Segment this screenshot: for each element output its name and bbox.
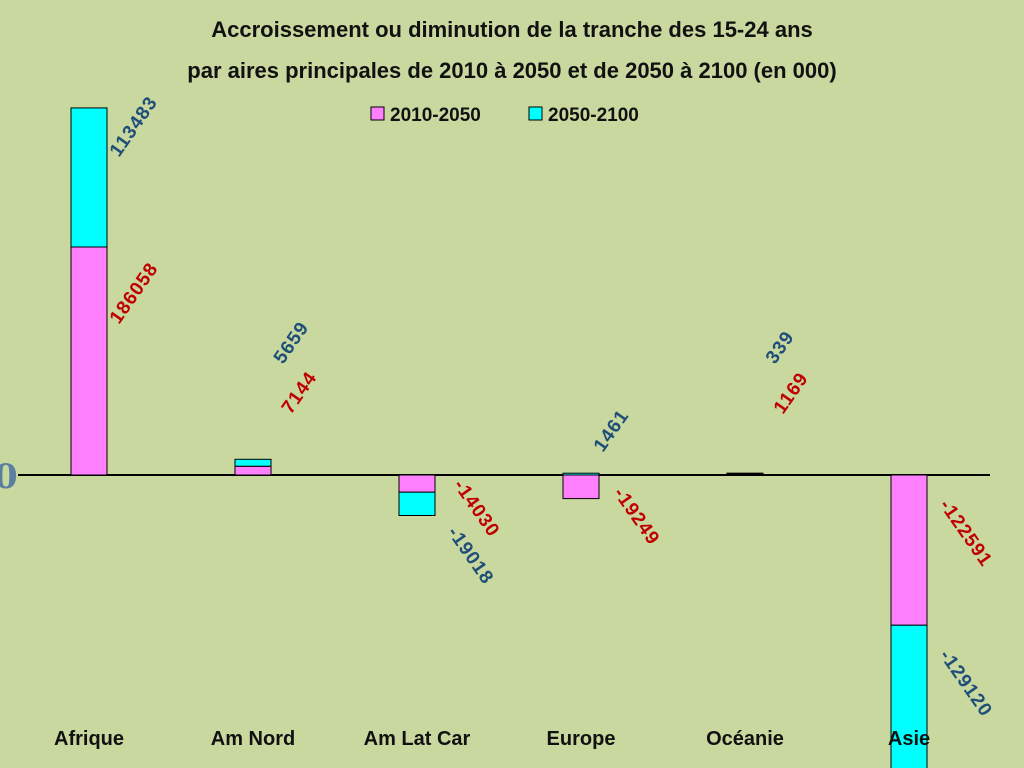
category-label-0: Afrique [54,728,124,750]
category-label-5: Asie [888,728,930,750]
data-label-s2-0: 113483 [106,93,162,161]
bar-1-3 [562,474,600,500]
legend: 2010-2050 2050-2100 [370,105,639,126]
legend-item-s1: 2010-2050 [370,105,481,126]
data-label-s2-3: 1461 [590,406,634,456]
data-label-s2-1: 5659 [270,318,314,368]
bar-2-4 [726,472,764,475]
legend-swatch-s2 [528,106,543,121]
legend-item-s2: 2050-2100 [528,105,639,126]
category-label-4: Océanie [706,728,784,750]
chart-title-line1: Accroissement ou diminution de la tranch… [211,17,813,42]
bar-2-2 [398,491,436,516]
data-label-s1-1: 7144 [278,368,322,418]
bar-1-2 [398,474,436,493]
bar-1-1 [234,465,272,476]
data-label-s1-5: -122591 [935,496,996,571]
bar-1-0 [70,246,108,476]
category-label-3: Europe [547,728,616,750]
data-label-s1-3: -19249 [609,484,664,549]
legend-label-s1: 2010-2050 [390,105,481,126]
data-label-s1-0: 186058 [106,259,163,328]
data-label-s2-5: -129120 [935,646,996,721]
data-label-s2-4: 339 [762,327,799,367]
category-label-2: Am Lat Car [364,728,471,750]
legend-label-s2: 2050-2100 [548,105,639,126]
data-label-s1-4: 1169 [770,369,813,418]
legend-swatch-s1 [370,106,385,121]
category-label-1: Am Nord [211,728,295,750]
bar-2-1 [234,458,272,467]
bar-2-0 [70,107,108,248]
bar-2-3 [562,472,600,476]
bar-2-5 [890,624,928,768]
zero-label: 0 [0,457,18,497]
bar-1-5 [890,474,928,626]
chart-title-line2: par aires principales de 2010 à 2050 et … [187,58,836,83]
